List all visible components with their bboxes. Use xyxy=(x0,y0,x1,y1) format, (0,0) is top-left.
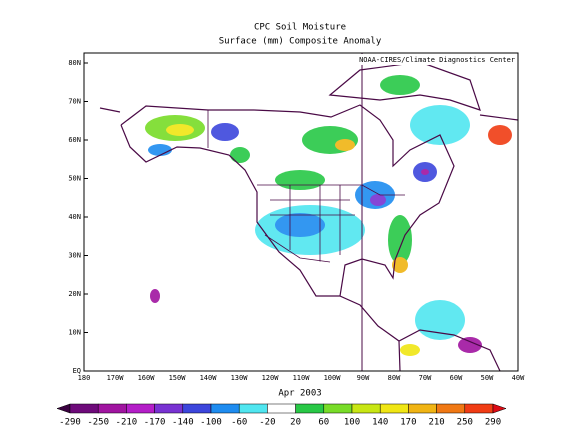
colorbar: -290 -250 -210 -170 -140 -100 -60 -20 20 60 100 140… xyxy=(56,403,507,428)
colorbar-label: 100 xyxy=(344,418,360,428)
colorbar-label: -140 xyxy=(172,418,194,428)
lon-label: 90W xyxy=(357,374,370,382)
lon-label: 180 xyxy=(78,374,91,382)
colorbar-arrow xyxy=(492,403,507,414)
lat-label: 60N xyxy=(68,136,81,144)
colorbar-segment xyxy=(238,403,268,414)
credit: NOAA-CIRES/Climate Diagnostics Center xyxy=(359,56,515,64)
lat-label: 80N xyxy=(68,59,81,67)
lat-label: EQ xyxy=(73,367,81,375)
map-area: NOAA-CIRES/Climate Diagnostics Center xyxy=(83,52,519,372)
colorbar-label: 170 xyxy=(400,418,416,428)
colorbar-label: -100 xyxy=(200,418,222,428)
lat-label: 10N xyxy=(68,329,81,337)
colorbar-segment xyxy=(323,403,353,414)
colorbar-segment xyxy=(464,403,494,414)
colorbar-label: -290 xyxy=(59,418,81,428)
lon-label: 120W xyxy=(262,374,280,382)
colorbar-segment xyxy=(351,403,381,414)
anomaly-fields xyxy=(145,75,512,356)
colorbar-arrow xyxy=(56,403,71,414)
lat-label: 30N xyxy=(68,252,81,260)
credit-bg xyxy=(348,54,517,65)
colorbar-segment xyxy=(379,403,409,414)
colorbar-label: 250 xyxy=(457,418,473,428)
colorbar-label: 210 xyxy=(428,418,444,428)
lon-label: 80W xyxy=(388,374,401,382)
colorbar-label: 290 xyxy=(485,418,501,428)
colorbar-segment xyxy=(436,403,466,414)
colorbar-segment xyxy=(267,403,296,414)
lon-label: 100W xyxy=(324,374,342,382)
colorbar-label: -60 xyxy=(231,418,247,428)
colorbar-label: -170 xyxy=(144,418,166,428)
colorbar-label: -210 xyxy=(116,418,138,428)
colorbar-segment xyxy=(210,403,240,414)
lon-label: 160W xyxy=(138,374,156,382)
lon-label: 170W xyxy=(107,374,125,382)
colorbar-segment xyxy=(408,403,437,414)
colorbar-segment xyxy=(126,403,155,414)
colorbar-label: -250 xyxy=(87,418,109,428)
coastline xyxy=(99,61,519,372)
lat-label: 70N xyxy=(68,98,81,106)
lon-label: 50W xyxy=(481,374,494,382)
date-label: Apr 2003 xyxy=(278,389,321,399)
title: CPC Soil Moisture xyxy=(254,23,346,33)
map-frame xyxy=(83,52,519,372)
lat-label: 20N xyxy=(68,290,81,298)
colorbar-label: -20 xyxy=(259,418,275,428)
colorbar-label: 60 xyxy=(318,418,329,428)
borders xyxy=(207,110,405,263)
lon-label: 40W xyxy=(512,374,525,382)
colorbar-segment xyxy=(295,403,325,414)
lon-label: 60W xyxy=(450,374,463,382)
lat-label: 40N xyxy=(68,213,81,221)
colorbar-segment xyxy=(69,403,99,414)
colorbar-label: 20 xyxy=(290,418,301,428)
lon-label: 140W xyxy=(200,374,218,382)
subtitle: Surface (mm) Composite Anomaly xyxy=(219,37,382,47)
colorbar-label: 140 xyxy=(372,418,388,428)
lon-label: 110W xyxy=(293,374,311,382)
colorbar-segment xyxy=(182,403,212,414)
lon-label: 150W xyxy=(169,374,187,382)
lon-label: 130W xyxy=(231,374,249,382)
lat-label: 50N xyxy=(68,175,81,183)
colorbar-segment xyxy=(97,403,127,414)
colorbar-segment xyxy=(154,403,184,414)
lon-label: 70W xyxy=(419,374,432,382)
